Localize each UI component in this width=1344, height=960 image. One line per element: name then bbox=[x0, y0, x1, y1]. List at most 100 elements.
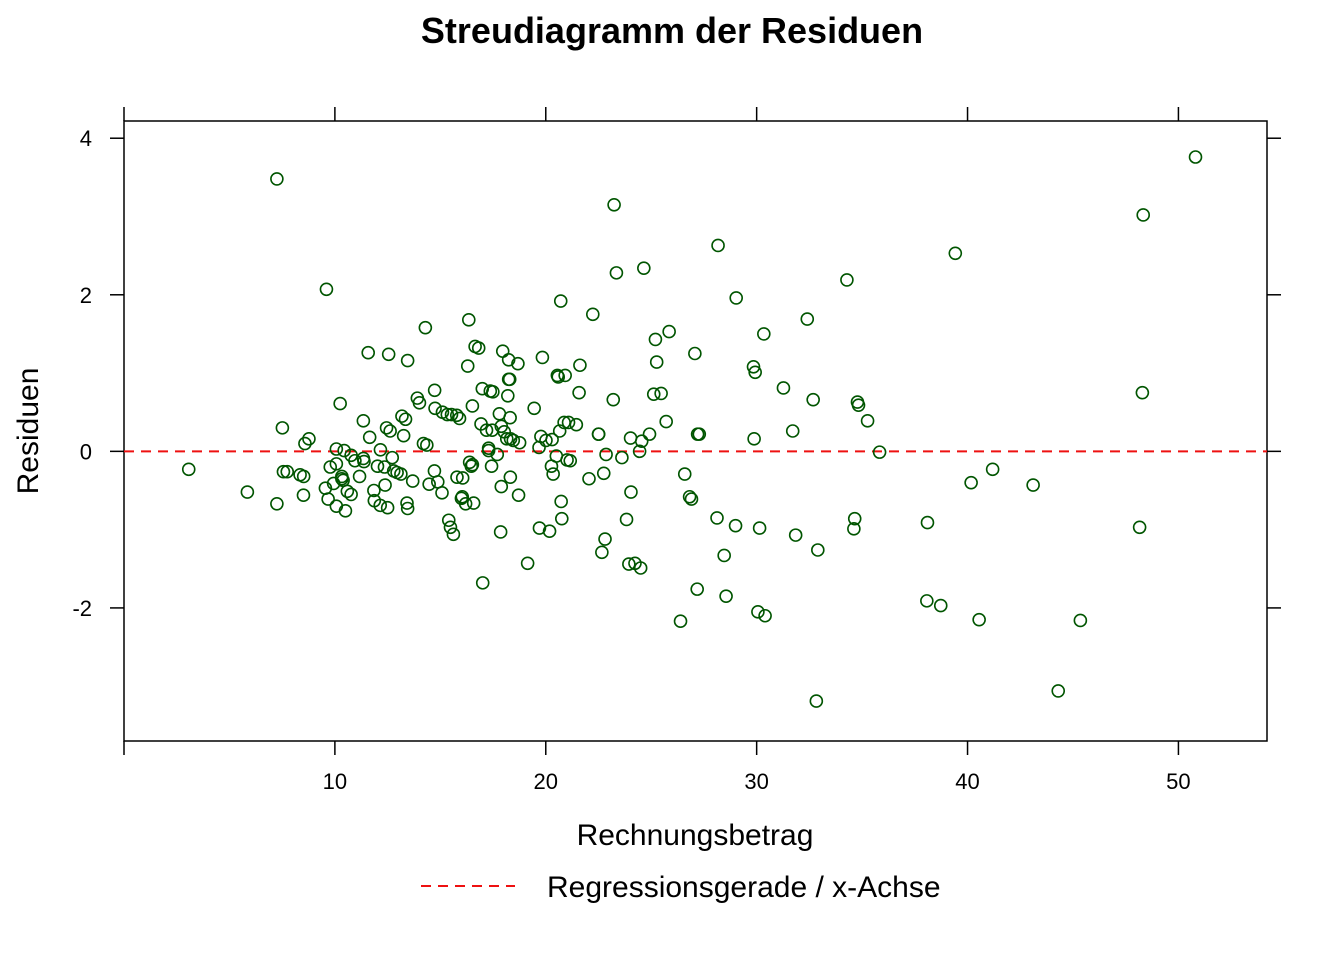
residual-point bbox=[348, 453, 362, 468]
residual-point bbox=[717, 548, 731, 563]
residual-point bbox=[340, 484, 355, 499]
residual-point bbox=[405, 474, 420, 488]
residual-point bbox=[788, 528, 803, 542]
residual-point bbox=[427, 383, 442, 398]
residual-point bbox=[441, 513, 456, 528]
residual-point bbox=[558, 368, 572, 383]
residual-point bbox=[615, 450, 629, 465]
residual-point bbox=[806, 392, 820, 407]
residual-point bbox=[532, 521, 547, 535]
y-tick-label: 4 bbox=[80, 126, 92, 151]
residual-point bbox=[461, 313, 476, 327]
residual-point bbox=[553, 294, 568, 308]
residual-point bbox=[428, 401, 442, 416]
residual-point bbox=[785, 424, 800, 438]
residual-point bbox=[710, 511, 724, 525]
residual-point bbox=[563, 453, 578, 468]
residual-point bbox=[466, 496, 481, 510]
residual-point bbox=[596, 466, 611, 481]
residual-point bbox=[1135, 385, 1150, 400]
residual-point bbox=[302, 432, 316, 446]
residual-point bbox=[362, 430, 377, 445]
residual-point bbox=[449, 408, 464, 423]
residual-point bbox=[948, 246, 963, 261]
residual-point bbox=[573, 358, 587, 373]
residual-point bbox=[1188, 150, 1203, 164]
residual-point bbox=[344, 487, 358, 502]
residual-point bbox=[673, 614, 688, 629]
residual-point bbox=[800, 312, 815, 326]
residual-point bbox=[1051, 684, 1066, 698]
residual-point bbox=[377, 460, 392, 474]
residual-point bbox=[654, 386, 668, 401]
y-axis-label: Residuen bbox=[12, 368, 45, 495]
residual-point bbox=[746, 360, 761, 374]
residual-point bbox=[490, 447, 505, 462]
residual-point bbox=[719, 589, 733, 603]
residual-point bbox=[494, 479, 509, 494]
residual-point bbox=[394, 467, 408, 481]
residual-point bbox=[582, 471, 596, 486]
residual-point bbox=[758, 608, 772, 623]
residual-point bbox=[338, 504, 353, 518]
residual-point bbox=[751, 605, 765, 619]
residual-point bbox=[609, 266, 624, 280]
residual-point bbox=[633, 561, 648, 575]
residual-point bbox=[692, 427, 707, 441]
y-tick-label: 2 bbox=[80, 283, 92, 308]
residual-point bbox=[554, 511, 569, 526]
residual-point bbox=[757, 327, 771, 341]
x-tick-label: 10 bbox=[323, 769, 347, 794]
residual-point bbox=[546, 467, 560, 481]
residual-point bbox=[276, 464, 291, 479]
residual-point bbox=[440, 407, 455, 422]
residual-point bbox=[542, 524, 557, 539]
y-tick-label: 0 bbox=[80, 439, 92, 464]
residual-point bbox=[486, 385, 500, 399]
residual-point bbox=[270, 172, 284, 186]
residual-point bbox=[598, 532, 612, 546]
residual-point bbox=[964, 475, 978, 490]
residual-point bbox=[464, 459, 479, 474]
residual-point bbox=[380, 500, 395, 515]
residual-point bbox=[418, 320, 433, 335]
residual-point bbox=[396, 428, 411, 443]
residual-point bbox=[622, 557, 636, 571]
residual-point bbox=[634, 434, 649, 448]
residual-point bbox=[623, 431, 638, 445]
residual-point bbox=[443, 520, 458, 535]
x-tick-label: 30 bbox=[744, 769, 768, 794]
residual-point bbox=[591, 427, 606, 441]
residual-point bbox=[809, 694, 824, 708]
residual-point bbox=[329, 457, 344, 471]
residual-point bbox=[920, 515, 935, 530]
residual-point bbox=[684, 492, 699, 506]
residual-point bbox=[395, 409, 409, 423]
plot-area bbox=[123, 120, 1268, 742]
residual-point bbox=[484, 459, 499, 474]
residual-point bbox=[444, 407, 459, 422]
residual-point bbox=[479, 423, 494, 438]
y-tick-label: -2 bbox=[72, 596, 92, 621]
residual-point bbox=[840, 273, 854, 287]
residual-point bbox=[495, 344, 510, 358]
residual-point bbox=[1132, 520, 1147, 535]
chart-title: Streudiagramm der Residuen bbox=[421, 10, 923, 51]
residual-point bbox=[240, 485, 255, 499]
residual-point bbox=[662, 324, 676, 339]
residual-point bbox=[637, 261, 651, 275]
residual-point bbox=[458, 497, 473, 511]
residual-point bbox=[511, 356, 525, 371]
residual-point bbox=[471, 341, 486, 355]
residual-point bbox=[275, 421, 290, 435]
plot-border bbox=[123, 120, 1268, 742]
residual-point bbox=[270, 497, 284, 511]
residual-point bbox=[851, 398, 866, 412]
residual-point bbox=[607, 197, 621, 212]
residual-point bbox=[181, 462, 196, 477]
residual-point bbox=[920, 594, 934, 608]
residual-point bbox=[361, 345, 376, 360]
residual-point bbox=[398, 412, 413, 427]
residual-point bbox=[847, 511, 862, 526]
residual-point bbox=[860, 414, 875, 428]
